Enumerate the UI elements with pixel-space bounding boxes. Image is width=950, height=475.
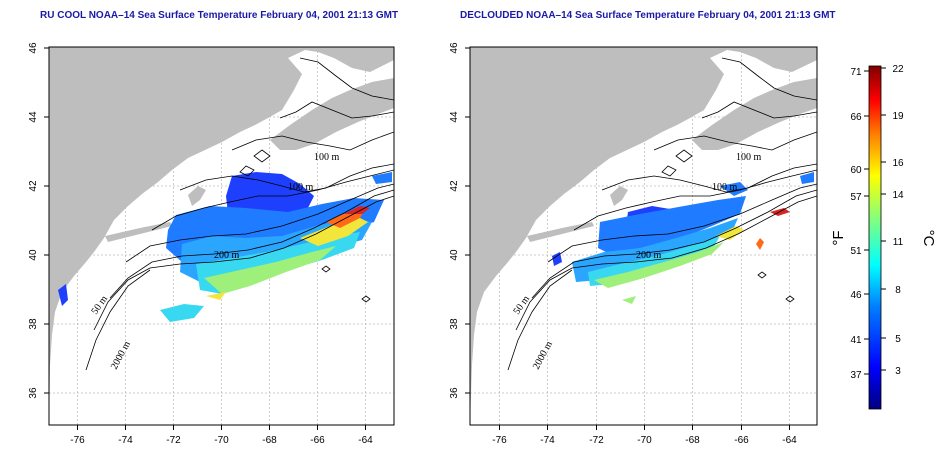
colorbar-f-tick-51: 51: [850, 246, 862, 257]
left-lat-tick-42: 42: [28, 180, 39, 192]
left-lon-tick-70: -70: [214, 435, 229, 446]
right-lon-tick-64: -64: [782, 435, 797, 446]
colorbar-c-tick-19: 19: [892, 111, 904, 122]
right-map-nova-scotia: [692, 78, 817, 150]
right-map-long-island: [527, 222, 594, 242]
right-lat-tick-38: 38: [449, 318, 460, 330]
left-contour-label-200m: 200 m: [214, 250, 240, 261]
colorbar-f-tick-60: 60: [850, 165, 862, 176]
left-lon-tick-74: -74: [118, 435, 133, 446]
left-lon-tick-64: -64: [358, 435, 373, 446]
left-lon-tick-76: -76: [70, 435, 85, 446]
left-map-ticks: [44, 47, 366, 430]
right-map-title: DECLOUDED NOAA–14 Sea Surface Temperatur…: [460, 10, 836, 21]
left-lat-tick-44: 44: [28, 111, 39, 123]
right-lon-tick-76: -76: [492, 435, 507, 446]
right-map-sst-field: [552, 172, 814, 304]
right-lon-tick-70: -70: [637, 435, 652, 446]
colorbar-fahrenheit-label: °F: [830, 230, 847, 245]
colorbar-f-tick-66: 66: [850, 112, 862, 123]
left-map-nova-scotia: [270, 78, 394, 150]
colorbar-f-tick-41: 41: [850, 335, 862, 346]
right-lat-tick-40: 40: [449, 249, 460, 261]
colorbar-c-tick-16: 16: [892, 158, 904, 169]
right-lat-tick-42: 42: [449, 180, 460, 192]
left-map-cape-cod: [188, 186, 206, 206]
right-lon-tick-66: -66: [734, 435, 749, 446]
colorbar-c-tick-8: 8: [895, 285, 901, 296]
colorbar-ticks: [864, 67, 886, 375]
colorbar-c-tick-3: 3: [895, 366, 901, 377]
left-contour-label-100m-b: 100 m: [288, 182, 314, 193]
right-map-frame: [469, 46, 818, 426]
left-lat-tick-36: 36: [28, 387, 39, 399]
colorbar-f-tick-71: 71: [850, 67, 862, 78]
left-map-land: [49, 47, 394, 425]
right-map-contours: [507, 57, 817, 371]
left-sst-map: 100 m 100 m 200 m 50 m 2000 m -76 -74 -7…: [28, 42, 395, 446]
left-lat-tick-38: 38: [28, 318, 39, 330]
right-contour-label-100m-b: 100 m: [712, 182, 738, 193]
right-contour-label-200m: 200 m: [636, 250, 662, 261]
left-lon-tick-66: -66: [310, 435, 325, 446]
right-lat-tick-46: 46: [449, 42, 460, 54]
left-lat-tick-40: 40: [28, 249, 39, 261]
left-lat-tick-46: 46: [28, 42, 39, 54]
colorbar-c-tick-14: 14: [892, 190, 904, 201]
left-contour-label-100m-a: 100 m: [314, 152, 340, 163]
left-map-long-island: [105, 222, 172, 242]
left-lon-tick-72: -72: [166, 435, 181, 446]
right-map-land: [470, 47, 817, 425]
right-contour-label-100m-a: 100 m: [736, 152, 762, 163]
right-map-cape-cod: [610, 186, 628, 206]
colorbar-f-tick-37: 37: [850, 370, 862, 381]
colorbar-c-tick-11: 11: [893, 237, 904, 248]
sst-colorbar: 71 66 60 57 51 46 41 37 22 19 16 14 11 8…: [830, 64, 937, 410]
colorbar-ramp: [868, 65, 882, 410]
right-lon-tick-72: -72: [589, 435, 604, 446]
colorbar-f-tick-57: 57: [850, 192, 862, 203]
colorbar-c-tick-5: 5: [895, 334, 901, 345]
right-lon-tick-68: -68: [685, 435, 700, 446]
colorbar-celsius-label: °C: [920, 230, 937, 247]
right-sst-map: 100 m 100 m 200 m 50 m 2000 m -76 -74 -7…: [449, 42, 818, 446]
right-lat-tick-44: 44: [449, 111, 460, 123]
left-lon-tick-68: -68: [262, 435, 277, 446]
left-map-title: RU COOL NOAA–14 Sea Surface Temperature …: [40, 10, 399, 21]
right-lat-tick-36: 36: [449, 387, 460, 399]
colorbar-c-tick-22: 22: [892, 64, 904, 75]
right-map-ticks: [465, 47, 790, 430]
colorbar-f-tick-46: 46: [850, 290, 862, 301]
left-map-contours: [85, 57, 394, 371]
right-lon-tick-74: -74: [540, 435, 555, 446]
